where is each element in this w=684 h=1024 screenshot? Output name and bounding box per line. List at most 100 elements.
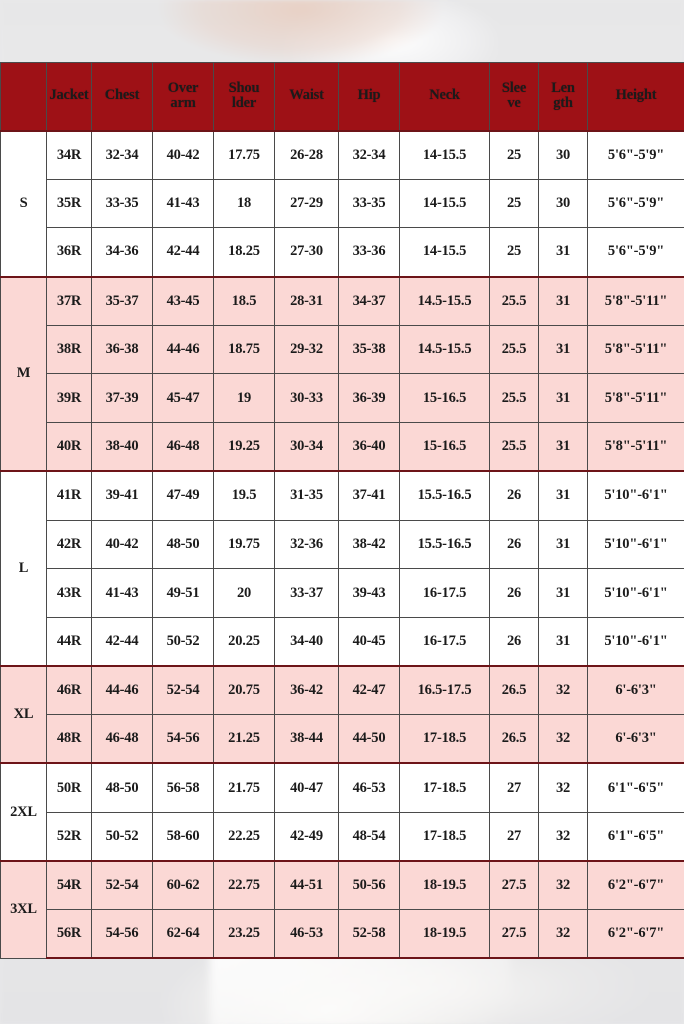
table-row: 39R 37-39 45-47 19 30-33 36-39 15-16.5 25.5 31 5'… (1, 373, 684, 424)
cell-shoulder: 20 (213, 568, 275, 618)
cell-overarm: 41-43 (152, 178, 214, 229)
cell-neck: 14-15.5 (399, 178, 490, 229)
cell-hip: 42-47 (338, 665, 400, 716)
cell-chest: 46-48 (91, 714, 153, 765)
cell-waist: 27-30 (274, 227, 339, 278)
cell-jacket: 44R (46, 616, 92, 668)
cell-chest: 40-42 (91, 519, 153, 570)
cell-shoulder: 19.25 (213, 422, 275, 473)
cell-jacket: 46R (46, 665, 92, 716)
cell-hip: 36-39 (338, 373, 400, 424)
header-shoulder: Shou lder (213, 62, 275, 131)
cell-shoulder: 18 (213, 178, 275, 229)
cell-length: 31 (538, 519, 588, 570)
table-row: XL 46R 44-46 52-54 20.75 36-42 42-47 16.5-17.5 2… (0, 665, 684, 764)
cell-waist: 29-32 (274, 324, 339, 375)
table-row: 3XL 54R 52-54 60-62 22.75 44-51 50-56 18-19.5 27… (0, 859, 684, 959)
table-row: 43R 41-43 49-51 20 33-37 39-43 16-17.5 26 31 5'10… (1, 568, 684, 618)
header-overarm-line2: arm (170, 95, 196, 112)
header-row: Jacket Chest Over arm Shou lder Waist Hi… (0, 62, 684, 131)
table-row: S 34R 32-34 40-42 17.75 26-28 32-34 14-15.5 25 30… (0, 129, 684, 278)
cell-length: 31 (538, 227, 588, 278)
cell-hip: 46-53 (338, 762, 400, 813)
size-chart-table: Jacket Chest Over arm Shou lder Waist Hi… (0, 62, 684, 960)
cell-overarm: 56-58 (152, 762, 214, 813)
cell-waist: 34-40 (274, 616, 339, 668)
cell-length: 30 (538, 129, 588, 180)
cell-sleeve: 26.5 (489, 714, 539, 765)
cell-sleeve: 27 (489, 762, 539, 813)
header-waist: Waist (274, 62, 339, 131)
cell-jacket: 35R (46, 178, 92, 229)
table-row: 36R 34-36 42-44 18.25 27-30 33-36 14-15.5 25 31 5… (1, 227, 684, 278)
cell-chest: 41-43 (91, 568, 153, 618)
cell-height: 5'6"-5'9" (587, 227, 684, 278)
cell-neck: 14.5-15.5 (399, 275, 490, 326)
cell-chest: 35-37 (91, 275, 153, 326)
cell-chest: 48-50 (91, 762, 153, 813)
cell-jacket: 36R (46, 227, 92, 278)
header-chest: Chest (91, 62, 153, 131)
header-length-line1: Len (551, 79, 575, 96)
cell-overarm: 45-47 (152, 373, 214, 424)
cell-height: 6'2"-6'7" (587, 909, 684, 960)
header-sleeve-line2: ve (507, 95, 521, 112)
cell-shoulder: 19.5 (213, 470, 275, 521)
cell-shoulder: 17.75 (213, 129, 275, 180)
cell-shoulder: 22.75 (213, 859, 275, 910)
table-row: 44R 42-44 50-52 20.25 34-40 40-45 16-17.5 26 31 5… (1, 616, 684, 668)
size-label-s: S (0, 129, 47, 278)
cell-hip: 38-42 (338, 519, 400, 570)
cell-length: 31 (538, 616, 588, 668)
size-label-m: M (0, 275, 47, 472)
cell-neck: 14-15.5 (399, 227, 490, 278)
header-overarm: Over arm (152, 62, 214, 131)
cell-jacket: 54R (46, 859, 92, 910)
cell-jacket: 38R (46, 324, 92, 375)
cell-hip: 48-54 (338, 811, 400, 862)
cell-length: 31 (538, 275, 588, 326)
cell-jacket: 40R (46, 422, 92, 473)
cell-sleeve: 25 (489, 227, 539, 278)
cell-neck: 17-18.5 (399, 811, 490, 862)
cell-overarm: 49-51 (152, 568, 214, 618)
cell-jacket: 43R (46, 568, 92, 618)
cell-chest: 38-40 (91, 422, 153, 473)
cell-waist: 44-51 (274, 859, 339, 910)
cell-neck: 17-18.5 (399, 762, 490, 813)
cell-shoulder: 21.75 (213, 762, 275, 813)
cell-hip: 40-45 (338, 616, 400, 668)
header-length-line2: gth (553, 95, 573, 112)
cell-overarm: 43-45 (152, 275, 214, 326)
cell-chest: 37-39 (91, 373, 153, 424)
cell-chest: 54-56 (91, 909, 153, 960)
table-row: 42R 40-42 48-50 19.75 32-36 38-42 15.5-16.5 26 3… (1, 519, 684, 570)
cell-sleeve: 25.5 (489, 324, 539, 375)
table-row: 40R 38-40 46-48 19.25 30-34 36-40 15-16.5 25.5 3… (1, 422, 684, 473)
cell-height: 5'6"-5'9" (587, 178, 684, 229)
cell-overarm: 50-52 (152, 616, 214, 668)
table-row: 38R 36-38 44-46 18.75 29-32 35-38 14.5-15.5 25.… (1, 324, 684, 375)
table-row: 2XL 50R 48-50 56-58 21.75 40-47 46-53 17-18.5 27… (0, 762, 684, 862)
cell-overarm: 62-64 (152, 909, 214, 960)
cell-length: 32 (538, 714, 588, 765)
cell-sleeve: 27.5 (489, 859, 539, 910)
cell-length: 32 (538, 665, 588, 716)
cell-chest: 36-38 (91, 324, 153, 375)
cell-shoulder: 20.25 (213, 616, 275, 668)
cell-sleeve: 26 (489, 568, 539, 618)
cell-height: 5'6"-5'9" (587, 129, 684, 180)
header-shoulder-line2: lder (231, 95, 257, 112)
cell-hip: 32-34 (338, 129, 400, 180)
cell-length: 31 (538, 568, 588, 618)
cell-waist: 28-31 (274, 275, 339, 326)
cell-neck: 15-16.5 (399, 373, 490, 424)
cell-neck: 16-17.5 (399, 568, 490, 618)
size-label-2xl: 2XL (0, 762, 47, 862)
cell-height: 5'8"-5'11" (587, 275, 684, 326)
cell-overarm: 44-46 (152, 324, 214, 375)
cell-chest: 52-54 (91, 859, 153, 910)
cell-waist: 27-29 (274, 178, 339, 229)
cell-hip: 36-40 (338, 422, 400, 473)
header-size-spacer (0, 62, 47, 131)
